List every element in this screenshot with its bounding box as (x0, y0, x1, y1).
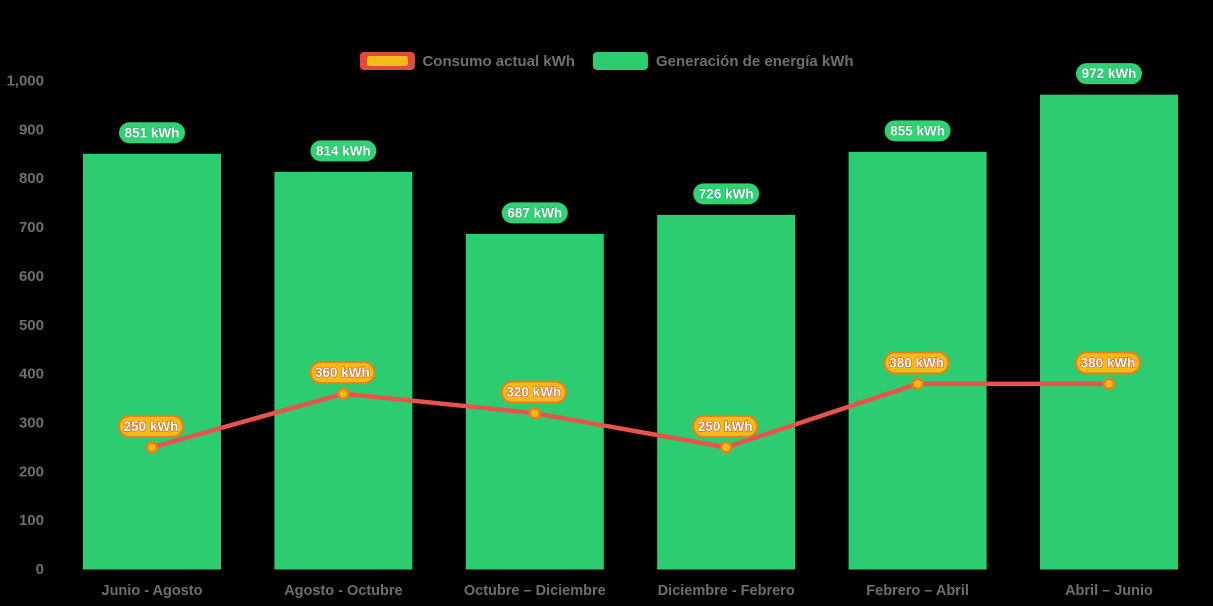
y-axis-tick-label: 500 (19, 317, 44, 334)
line-value-label: 360 kWh (315, 365, 370, 380)
x-axis-label-diciembre-febrero: Diciembre - Febrero (658, 583, 795, 599)
line-value-pill (118, 414, 184, 438)
bar-abril-junio[interactable] (1040, 94, 1178, 570)
legend-label-generacion: Generación de energía kWh (655, 52, 854, 70)
y-axis-tick-label: 0 (36, 561, 44, 578)
y-axis-tick-label: 100 (19, 512, 44, 529)
y-axis-tick-label: 900 (19, 121, 44, 138)
y-axis-tick-label: 400 (19, 366, 44, 383)
consumo-marker-octubre-diciembre[interactable] (528, 406, 541, 420)
y-axis-tick-label: 200 (19, 463, 44, 480)
consumo-marker-swatch-icon (366, 56, 408, 66)
x-axis-label-febrero-abril: Febrero – Abril (866, 583, 969, 599)
line-value-label: 250 kWh (124, 419, 179, 434)
x-axis-label-junio-agosto: Junio - Agosto (102, 583, 203, 599)
bar-value-pill (884, 120, 951, 142)
x-axis-label-abril-junio: Abril – Junio (1065, 583, 1153, 599)
line-value-pill (883, 351, 950, 375)
y-axis-tick-label: 600 (19, 268, 44, 285)
legend-label-consumo: Consumo actual kWh (422, 52, 575, 70)
consumo-line[interactable] (149, 381, 1112, 450)
line-value-label: 250 kWh (698, 419, 753, 434)
consumo-line-swatch-icon (359, 52, 415, 70)
line-value-label: 380 kWh (889, 355, 944, 370)
line-value-label: 380 kWh (1081, 355, 1136, 370)
bar-diciembre-febrero[interactable] (657, 214, 796, 570)
bar-value-label: 814 kWh (316, 143, 371, 158)
consumo-marker-abril-junio[interactable] (1102, 377, 1116, 391)
line-value-pill (1075, 351, 1141, 375)
generacion-bar-swatch-icon (592, 52, 648, 70)
line-value-pill (309, 361, 376, 385)
bar-junio-agosto[interactable] (83, 153, 221, 570)
x-axis-label-agosto-octubre: Agosto - Octubre (284, 583, 402, 599)
y-axis-tick-label: 800 (19, 170, 44, 187)
bar-value-pill (501, 202, 568, 224)
y-axis-tick-label: 300 (19, 414, 44, 431)
bar-value-label: 726 kWh (699, 186, 754, 201)
bar-value-pill (119, 122, 185, 144)
legend-item-generacion[interactable]: Generación de energía kWh (592, 52, 854, 70)
consumo-marker-febrero-abril[interactable] (911, 377, 924, 391)
x-axis-label-octubre-diciembre: Octubre – Diciembre (464, 583, 606, 599)
y-axis-tick-label: 700 (19, 219, 44, 236)
bar-value-label: 855 kWh (890, 123, 945, 138)
bar-value-pill (1076, 63, 1142, 85)
line-value-pill (692, 414, 759, 438)
bar-value-label: 687 kWh (507, 205, 562, 220)
line-value-pill (500, 380, 567, 404)
consumo-marker-junio-agosto[interactable] (145, 441, 159, 454)
consumo-marker-agosto-octubre[interactable] (337, 387, 350, 400)
line-value-label: 320 kWh (506, 385, 561, 400)
bar-value-pill (310, 140, 377, 162)
consumo-marker-diciembre-febrero[interactable] (720, 441, 733, 454)
bar-value-label: 851 kWh (125, 125, 180, 140)
y-axis-tick-label: 1,000 (6, 73, 44, 90)
chart-legend: Consumo actual kWh Generación de energía… (359, 52, 854, 70)
bar-value-pill (693, 183, 760, 205)
bar-value-label: 972 kWh (1082, 66, 1137, 81)
legend-item-consumo-actual[interactable]: Consumo actual kWh (359, 52, 575, 70)
